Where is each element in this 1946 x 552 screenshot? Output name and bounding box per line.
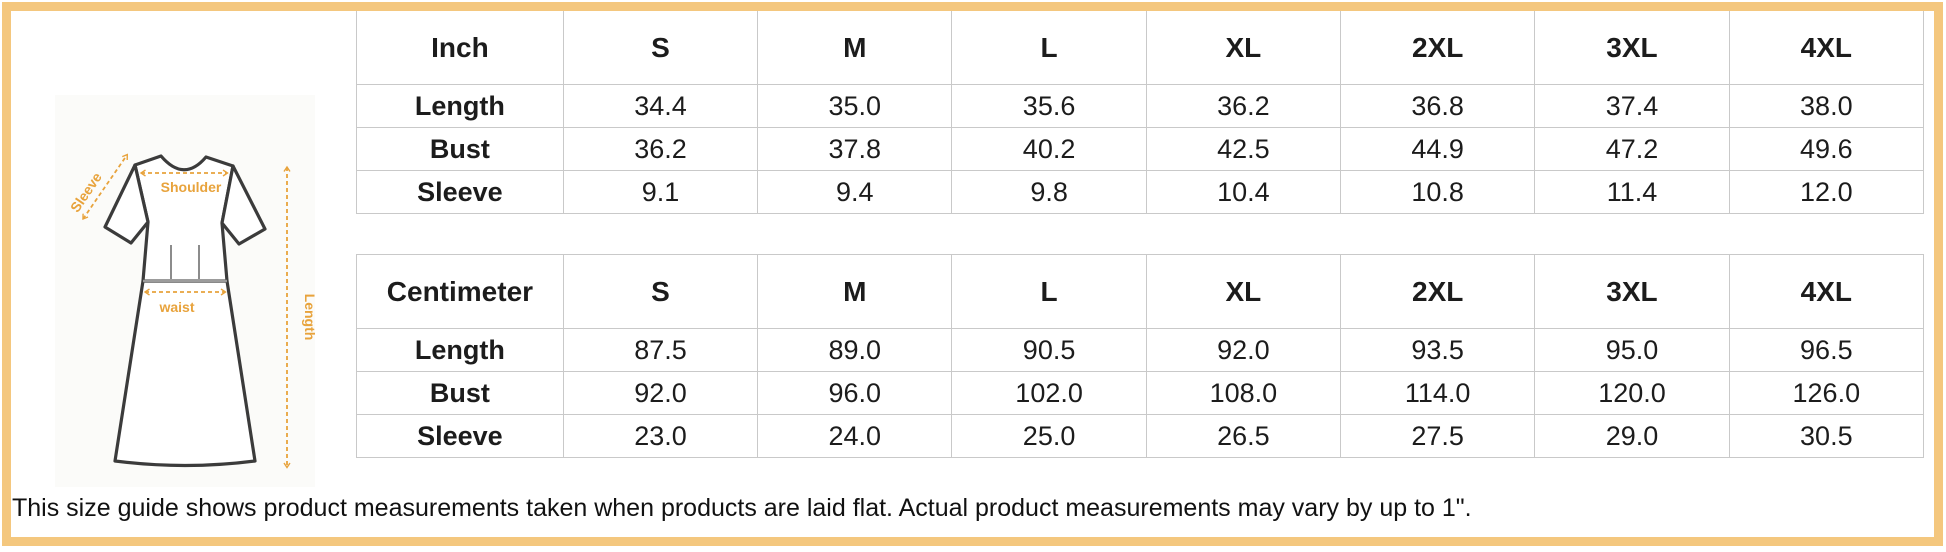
measurement-value-cell: 96.5 xyxy=(1728,328,1925,372)
measurement-value-cell: 120.0 xyxy=(1534,371,1730,415)
size-header-cell: L xyxy=(951,10,1147,85)
measurement-label-cell: Bust xyxy=(356,371,564,415)
measurement-value-cell: 36.2 xyxy=(562,127,759,171)
measurement-value-cell: 9.1 xyxy=(562,170,759,214)
measurement-value-cell: 27.5 xyxy=(1340,414,1536,458)
measurement-value-cell: 9.4 xyxy=(757,170,953,214)
unit-header-cell: Centimeter xyxy=(356,254,564,329)
size-header-cell: 3XL xyxy=(1534,10,1730,85)
size-header-cell: M xyxy=(757,10,953,85)
size-header-cell: XL xyxy=(1145,10,1342,85)
measurement-value-cell: 126.0 xyxy=(1728,371,1925,415)
measurement-value-cell: 29.0 xyxy=(1534,414,1730,458)
unit-header-cell: Inch xyxy=(356,10,564,85)
measurement-label-cell: Bust xyxy=(356,127,564,171)
header-row: Inch S M L XL 2XL 3XL 4XL xyxy=(356,10,1925,85)
measurement-value-cell: 30.5 xyxy=(1728,414,1925,458)
measurement-value-cell: 87.5 xyxy=(562,328,759,372)
measurement-value-cell: 38.0 xyxy=(1728,84,1925,128)
measurement-value-cell: 42.5 xyxy=(1145,127,1342,171)
size-header-cell: S xyxy=(562,10,759,85)
measurement-value-cell: 10.8 xyxy=(1340,170,1536,214)
measurement-value-cell: 96.0 xyxy=(757,371,953,415)
measurement-label-cell: Sleeve xyxy=(356,414,564,458)
length-label: Length xyxy=(302,294,315,341)
measurement-row: Sleeve 23.0 24.0 25.0 26.5 27.5 29.0 30.5 xyxy=(356,414,1925,458)
shoulder-label: Shoulder xyxy=(161,179,222,195)
measurement-value-cell: 89.0 xyxy=(757,328,953,372)
measurement-label-cell: Length xyxy=(356,328,564,372)
size-header-cell: L xyxy=(951,254,1147,329)
measurement-value-cell: 25.0 xyxy=(951,414,1147,458)
measurement-value-cell: 93.5 xyxy=(1340,328,1536,372)
measurement-value-cell: 49.6 xyxy=(1728,127,1925,171)
measurement-value-cell: 12.0 xyxy=(1728,170,1925,214)
waist-label: waist xyxy=(158,299,194,315)
measurement-value-cell: 36.8 xyxy=(1340,84,1536,128)
measurement-value-cell: 102.0 xyxy=(951,371,1147,415)
size-header-cell: 2XL xyxy=(1340,10,1536,85)
measurement-value-cell: 40.2 xyxy=(951,127,1147,171)
measurement-row: Length 34.4 35.0 35.6 36.2 36.8 37.4 38.0 xyxy=(356,84,1925,128)
measurement-value-cell: 9.8 xyxy=(951,170,1147,214)
centimeter-size-table: Centimeter S M L XL 2XL 3XL 4XL Length 87.5 89.0 9… xyxy=(356,254,1925,458)
measurement-value-cell: 92.0 xyxy=(562,371,759,415)
measurement-value-cell: 11.4 xyxy=(1534,170,1730,214)
measurement-value-cell: 37.4 xyxy=(1534,84,1730,128)
measurement-value-cell: 10.4 xyxy=(1145,170,1342,214)
inch-size-table: Inch S M L XL 2XL 3XL 4XL Length 34.4 35.0 35.6 36.… xyxy=(356,10,1925,214)
size-header-cell: S xyxy=(562,254,759,329)
size-guide-note: This size guide shows product measuremen… xyxy=(12,494,1472,522)
measurement-value-cell: 26.5 xyxy=(1145,414,1342,458)
measurement-label-cell: Length xyxy=(356,84,564,128)
dress-diagram-icon: Shoulder Sleeve waist Length xyxy=(67,95,318,487)
size-header-cell: 4XL xyxy=(1728,10,1925,85)
measurement-value-cell: 35.6 xyxy=(951,84,1147,128)
measurement-row: Sleeve 9.1 9.4 9.8 10.4 10.8 11.4 12.0 xyxy=(356,170,1925,214)
measurement-value-cell: 108.0 xyxy=(1145,371,1342,415)
measurement-value-cell: 24.0 xyxy=(757,414,953,458)
measurement-row: Length 87.5 89.0 90.5 92.0 93.5 95.0 96.5 xyxy=(356,328,1925,372)
measurement-value-cell: 34.4 xyxy=(562,84,759,128)
measurement-value-cell: 35.0 xyxy=(757,84,953,128)
measurement-value-cell: 36.2 xyxy=(1145,84,1342,128)
dress-bodice xyxy=(133,154,235,283)
dress-diagram: Shoulder Sleeve waist Length xyxy=(55,95,318,487)
measurement-value-cell: 44.9 xyxy=(1340,127,1536,171)
measurement-row: Bust 92.0 96.0 102.0 108.0 114.0 120.0 126.0 xyxy=(356,371,1925,415)
size-header-cell: 3XL xyxy=(1534,254,1730,329)
size-header-cell: 2XL xyxy=(1340,254,1536,329)
size-header-cell: 4XL xyxy=(1728,254,1925,329)
measurement-value-cell: 95.0 xyxy=(1534,328,1730,372)
measurement-value-cell: 47.2 xyxy=(1534,127,1730,171)
measurement-row: Bust 36.2 37.8 40.2 42.5 44.9 47.2 49.6 xyxy=(356,127,1925,171)
sleeve-label: Sleeve xyxy=(67,169,105,215)
size-header-cell: M xyxy=(757,254,953,329)
dress-right-sleeve xyxy=(220,164,267,246)
size-tables: Inch S M L XL 2XL 3XL 4XL Length 34.4 35.0 35.6 36.… xyxy=(356,10,1925,458)
measurement-value-cell: 114.0 xyxy=(1340,371,1536,415)
dress-skirt xyxy=(113,279,257,468)
sleeve-measure-arrow xyxy=(82,155,127,219)
measurement-value-cell: 90.5 xyxy=(951,328,1147,372)
measurement-value-cell: 92.0 xyxy=(1145,328,1342,372)
size-header-cell: XL xyxy=(1145,254,1342,329)
table-gap xyxy=(356,214,1924,254)
header-row: Centimeter S M L XL 2XL 3XL 4XL xyxy=(356,254,1925,329)
measurement-label-cell: Sleeve xyxy=(356,170,564,214)
measurement-value-cell: 37.8 xyxy=(757,127,953,171)
measurement-value-cell: 23.0 xyxy=(562,414,759,458)
